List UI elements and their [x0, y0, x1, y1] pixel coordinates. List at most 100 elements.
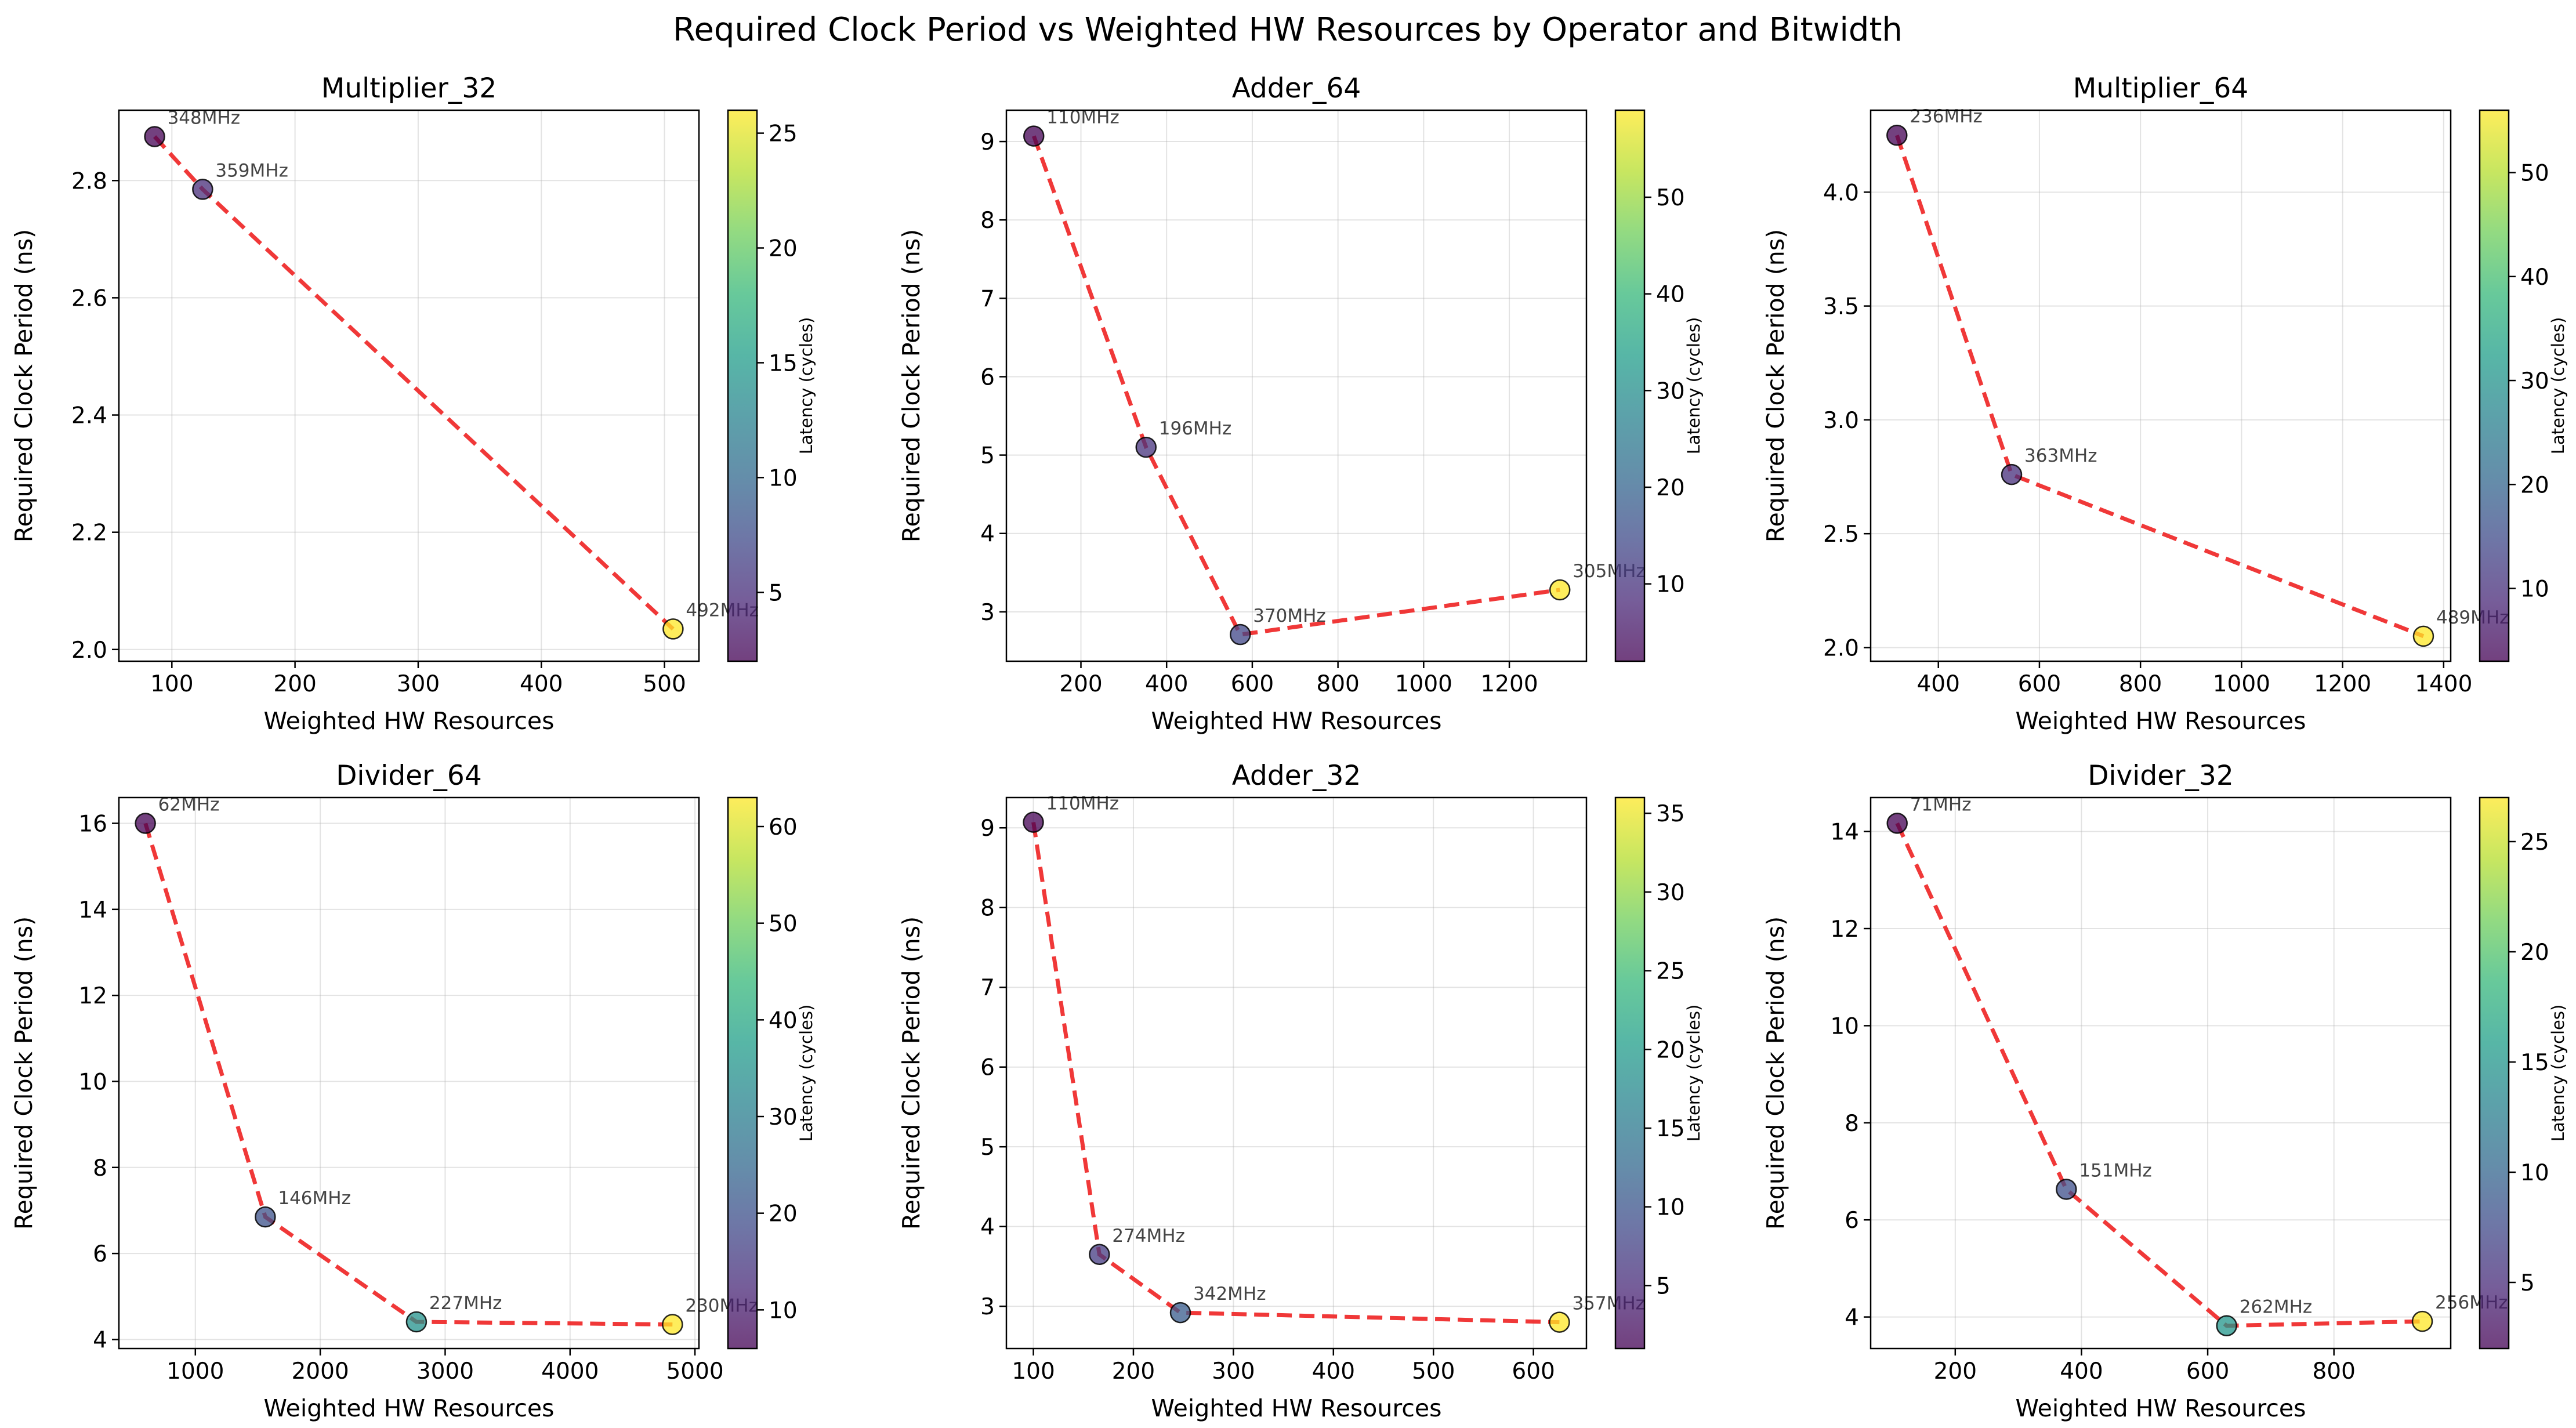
- subplot-grid: Multiplier_32 100 200 300 400 500 2.0 2.2 2.4 2.6…: [10, 73, 2568, 1422]
- x-tick-label: 4000: [541, 1358, 599, 1384]
- y-tick-label: 6: [980, 1055, 995, 1081]
- colorbar-label: Latency (cycles): [2548, 1005, 2568, 1142]
- y-tick-label: 12: [1830, 916, 1859, 943]
- x-tick-label: 800: [2119, 671, 2162, 697]
- colorbar: 10 20 30 40 50 Latency (cycles): [2479, 109, 2568, 662]
- y-tick-label: 5: [980, 443, 995, 469]
- trend-line: [1031, 822, 1560, 1325]
- colorbar-gradient: [1614, 796, 1646, 1350]
- colorbar-label: Latency (cycles): [2548, 317, 2568, 455]
- colorbar-tick-label: 30: [1656, 880, 1685, 906]
- point-annotation: 363MHz: [2024, 445, 2097, 466]
- subplot-title: Adder_64: [1232, 73, 1361, 104]
- point-annotation: 110MHz: [1046, 793, 1119, 814]
- y-tick-label: 8: [980, 896, 995, 922]
- colorbar-tick-label: 5: [1656, 1273, 1671, 1299]
- grid-lines: [1871, 798, 2451, 1349]
- colorbar-tick-label: 5: [769, 580, 783, 606]
- y-axis-label: Required Clock Period (ns): [1762, 916, 1789, 1230]
- colorbar-gradient: [727, 796, 758, 1350]
- data-point: [1135, 436, 1157, 458]
- subplot: Multiplier_64 400 600 800 1000 1200 1400 2.0 2.5…: [1762, 73, 2568, 735]
- data-point: [1549, 1311, 1570, 1333]
- y-tick-label: 8: [1845, 1111, 1859, 1137]
- x-tick-label: 600: [1512, 1358, 1555, 1384]
- y-tick-label: 4: [980, 521, 995, 548]
- y-tick-label: 2.6: [71, 285, 107, 311]
- y-tick-label: 2.8: [71, 168, 107, 194]
- data-point: [2411, 1310, 2433, 1332]
- point-annotation: 370MHz: [1253, 606, 1326, 626]
- axes-frame: [118, 109, 700, 662]
- colorbar: 5 10 15 20 25 30 35 Latency (cycles): [1614, 796, 1704, 1350]
- y-axis-label: Required Clock Period (ns): [897, 229, 925, 542]
- subplot: Multiplier_32 100 200 300 400 500 2.0 2.2 2.4 2.6…: [10, 73, 816, 735]
- trend-line: [1032, 135, 1560, 637]
- colorbar-tick-label: 40: [769, 1007, 798, 1034]
- y-tick-label: 3: [980, 600, 995, 626]
- x-axis-label: Weighted HW Resources: [264, 1394, 555, 1422]
- x-tick-label: 200: [1112, 1358, 1155, 1384]
- subplot-title: Divider_64: [336, 760, 482, 792]
- colorbar-tick-label: 25: [1656, 959, 1685, 985]
- y-tick-label: 7: [980, 975, 995, 1001]
- data-point: [1886, 813, 1908, 834]
- colorbar-tick-label: 10: [769, 465, 798, 491]
- data-point: [1169, 1302, 1191, 1324]
- trend-line: [1895, 822, 2423, 1328]
- colorbar-label: Latency (cycles): [1684, 1005, 1704, 1142]
- x-tick-label: 400: [520, 671, 563, 697]
- data-point: [1023, 125, 1045, 147]
- colorbar-tick-label: 50: [1656, 185, 1685, 211]
- y-axis-label: Required Clock Period (ns): [897, 916, 925, 1230]
- colorbar-tick-label: 50: [2520, 161, 2549, 187]
- x-tick-label: 300: [397, 671, 440, 697]
- grid-lines: [1006, 798, 1586, 1349]
- x-tick-label: 400: [1145, 671, 1188, 697]
- colorbar-gradient: [2479, 796, 2510, 1350]
- y-tick-label: 4: [93, 1327, 107, 1353]
- data-point: [2412, 625, 2434, 647]
- x-tick-label: 1400: [2415, 671, 2472, 697]
- data-point: [1549, 579, 1571, 601]
- subplot: Divider_32 200 400 600 800 4 6 8 10 12 14 Weighted …: [1762, 760, 2568, 1422]
- y-tick-label: 12: [78, 983, 107, 1009]
- colorbar: 10 20 30 40 50 Latency (cycles): [1614, 109, 1704, 662]
- x-axis-label: Weighted HW Resources: [1151, 1394, 1442, 1422]
- y-tick-label: 10: [1830, 1013, 1859, 1039]
- colorbar-tick-label: 40: [1656, 282, 1685, 308]
- trend-line: [143, 822, 673, 1326]
- subplot: Adder_64 200 400 600 800 1000 1200 3 4 5 6 7 8 9 Weigh…: [897, 73, 1704, 735]
- grid-lines: [1006, 110, 1586, 661]
- point-annotation: 146MHz: [278, 1188, 351, 1209]
- x-tick-label: 5000: [666, 1358, 723, 1384]
- colorbar-tick-label: 30: [2520, 368, 2549, 394]
- y-tick-label: 3: [980, 1294, 995, 1320]
- y-axis-label: Required Clock Period (ns): [10, 229, 38, 542]
- x-axis-label: Weighted HW Resources: [1151, 707, 1442, 735]
- axes-frame: [118, 796, 700, 1350]
- x-tick-label: 1000: [166, 1358, 224, 1384]
- axes-frame: [1005, 796, 1588, 1350]
- x-tick-label: 2000: [291, 1358, 349, 1384]
- data-point: [144, 126, 165, 147]
- y-tick-label: 8: [93, 1155, 107, 1181]
- x-tick-label: 1000: [1395, 671, 1452, 697]
- y-tick-label: 9: [980, 129, 995, 155]
- subplot-title: Multiplier_32: [321, 73, 497, 104]
- x-tick-label: 800: [1316, 671, 1359, 697]
- y-tick-label: 10: [78, 1069, 107, 1095]
- x-tick-label: 400: [1312, 1358, 1355, 1384]
- grid-lines: [119, 110, 699, 661]
- colorbar-gradient: [727, 109, 758, 662]
- y-tick-label: 2.4: [71, 403, 107, 429]
- data-point: [1229, 624, 1251, 646]
- axes-frame: [1005, 109, 1588, 662]
- colorbar-tick-label: 15: [2520, 1050, 2549, 1076]
- y-tick-label: 4: [980, 1215, 995, 1241]
- y-tick-label: 14: [78, 897, 107, 923]
- data-point: [135, 813, 156, 834]
- x-tick-label: 1200: [1480, 671, 1538, 697]
- y-tick-label: 3.5: [1823, 294, 1859, 320]
